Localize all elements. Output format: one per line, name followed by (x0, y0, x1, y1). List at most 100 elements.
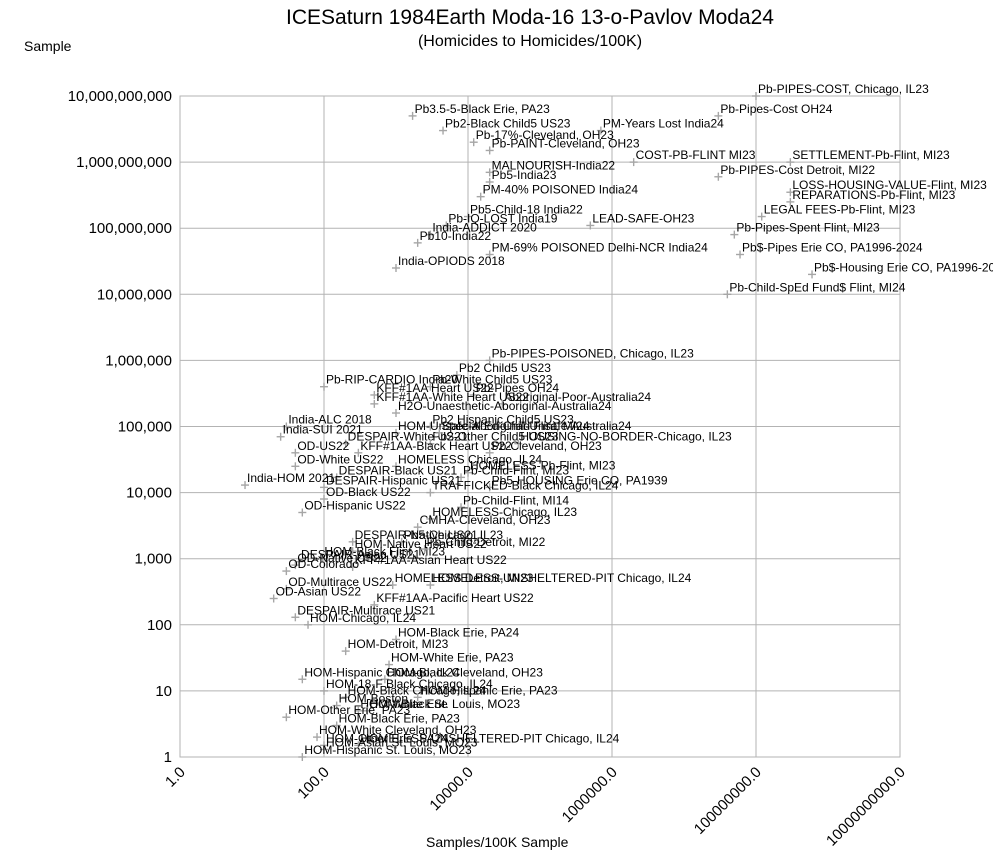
data-point: Pb-Child-Flint, MI23 (457, 463, 569, 482)
data-point: Pb2-Black Child5 US23 (439, 117, 571, 135)
point-label: India-HOM 2021 (247, 471, 335, 485)
data-point: Pb-Pipes-Cost OH24 (714, 102, 833, 120)
data-point: Aboriginal-Poor-Australia24 (498, 390, 651, 408)
data-point: HOMELESS Detroit, MI23 (388, 571, 534, 590)
data-point: OD-Black US22 (320, 485, 411, 504)
data-point: HOMELESS-UNSHELTERED-PIT Chicago, IL24 (426, 571, 692, 590)
y-tick-label: 100,000,000 (89, 220, 172, 237)
point-label: OD-White US22 (297, 452, 383, 466)
data-point: Pb-Child-Flint, MI14 (457, 493, 569, 512)
point-label: HOM-Hispanic St. Louis, MO23 (304, 743, 472, 757)
data-point: HOM-Black Flint, MI23 (318, 545, 445, 563)
point-label: HOM-Hispanic Chicago, IL24 (304, 665, 460, 679)
chart-title: ICESaturn 1984Earth Moda-16 13-o-Pavlov … (286, 6, 774, 29)
data-point: OD-Native US22 (291, 551, 387, 570)
x-tick-label: 10000.0 (426, 764, 476, 814)
data-point: Pb-Cleveland, OH23 (485, 439, 602, 457)
y-tick-label: 10 (155, 683, 172, 700)
point-label: Pb5-India23 (492, 168, 557, 182)
point-label: HOM-Other Erie, PA24 (326, 731, 448, 745)
data-point: India-ALC 2018 (282, 413, 372, 431)
data-point: HOM-Black Erie, PA24 (392, 625, 519, 644)
point-label: Pb-Cleveland, OH23 (492, 439, 602, 453)
chart-subtitle: (Homicides to Homicides/100K) (417, 33, 643, 50)
data-point: HOM-White Erie (354, 697, 448, 715)
point-label: Pb-Child-Flint, MI14 (463, 493, 569, 507)
data-point: HOMELESS-UNSHELTERED-PIT Chicago, IL24 (354, 731, 620, 750)
point-label: India-SUI 2021 (283, 423, 363, 437)
data-point: KFF#1AA-White Heart US22 (370, 390, 529, 408)
point-label: Special Ed-Child Flint, MI24 (441, 419, 589, 433)
data-point: PM-Years Lost India24 (596, 117, 724, 135)
data-point: India-ADDICT 2020 (426, 221, 537, 239)
data-point: TRAFFICKED-Black Chicago, IL24 (426, 479, 619, 497)
point-label: Pb3.5-5-Black Erie, PA23 (415, 102, 551, 116)
data-point: Pb-White Child5 US23 (426, 373, 553, 391)
point-label: HOUSING-NO-BORDER-Chicago, IL23 (520, 430, 732, 444)
data-point: HOM-Other Erie, PA23 (282, 703, 410, 722)
data-point: HOM-Black St. Louis, MO23 (363, 697, 520, 715)
point-label: KFF#1AA-Asian Heart US22 (355, 553, 507, 567)
data-point: COST-PB-FLINT MI23 (629, 148, 756, 167)
point-label: Pb2 Child5 US23 (459, 361, 551, 375)
point-label: OD-Black US22 (326, 485, 411, 499)
data-point: Pb-Child-Detroit, MI22 (420, 535, 546, 554)
x-tick-label: 10000000000.0 (823, 764, 909, 850)
point-label: HOMELESS-Chicago, IL23 (432, 505, 577, 519)
point-label: Pb5-HOUSING Erie CO, PA1939 (492, 473, 668, 487)
y-tick-label: 100,000 (118, 419, 172, 436)
point-label: OD-Colorado (288, 557, 359, 571)
point-label: HOM-Asian St. Louis, MO23 (326, 735, 478, 749)
point-label: HOM-White Cleveland, OH23 (319, 723, 477, 737)
point-label: HOM-Detroit, MI23 (348, 637, 449, 651)
y-axis-label: Sample (24, 38, 72, 54)
data-point: HOM-Black Erie, PA23 (332, 711, 460, 730)
point-label: Pb-PIPES-POISONED, Chicago, IL23 (492, 346, 694, 360)
point-label: Pb-PIPES-COST, Chicago, IL23 (758, 82, 929, 96)
data-point: DESPAIR-Black US21 (332, 463, 457, 482)
x-axis-label: Samples/100K Sample (426, 834, 569, 850)
point-label: PM-Years Lost India24 (603, 117, 724, 131)
point-label: Pb2 Hispanic Child5 US23 (432, 413, 574, 427)
data-point: MALNOURISH-India22 (485, 158, 615, 177)
data-point: DESPAIR-Multirace US21 (291, 603, 435, 622)
point-label: LOSS-HOUSING-VALUE-Flint, MI23 (792, 178, 987, 192)
data-point: Pb-PIPES-COST, Chicago, IL23 (752, 82, 929, 100)
point-label: HOM-White Erie (360, 697, 448, 711)
data-point: KFF#1AA-Black Heart US22 (354, 439, 512, 457)
data-point: DESPAIR-Hispanic US21 (320, 473, 461, 492)
point-label: HOMELESS Detroit, MI23 (395, 571, 534, 585)
point-label: HOM-Black Erie, PA24 (398, 625, 519, 639)
x-tick-label: 100000000.0 (691, 764, 765, 838)
data-point: HOM-Hispanic Chicago, IL24 (298, 665, 460, 684)
data-point: HOM-Hispanic Erie, PA23 (413, 683, 558, 702)
point-label: Pb-PIPES-Cost Detroit, MI22 (720, 163, 875, 177)
data-point: OD-Hispanic US22 (298, 498, 406, 517)
point-label: HOM-Black St. Louis, MO23 (369, 697, 520, 711)
point-label: HOM-Boston (339, 692, 408, 706)
x-tick-label: 1000000.0 (559, 764, 621, 826)
data-point: Pb-Child-SpEd Fund$ Flint, MI24 (723, 280, 906, 299)
data-point: Pb2 Child5 US23 (452, 361, 551, 380)
point-label: H2O-Unaesthetic-Aboriginal-Australia24 (398, 399, 612, 413)
point-label: DESPAIR-Native US21 (355, 528, 478, 542)
point-label: SETTLEMENT-Pb-Flint, MI23 (792, 148, 950, 162)
data-point: HOUSING-NO-BORDER-Chicago, IL23 (514, 430, 732, 448)
data-point: PM-69% POISONED Delhi-NCR India24 (485, 241, 708, 259)
data-point: Pb-17%-Cleveland, OH23 (469, 128, 614, 147)
data-point: HOM-Native Heart US22 (348, 537, 487, 556)
point-label: KFF#1AA-White Heart US22 (376, 390, 529, 404)
data-point: HOM-Chicago, IL24 (304, 611, 416, 629)
point-label: OD-US22 (297, 439, 349, 453)
point-label: HOM-18-F Black Chicago, IL24 (326, 677, 493, 691)
point-label: LEAD-SAFE-OH23 (592, 211, 694, 225)
data-point: H2O-Unaesthetic-Aboriginal-Australia24 (392, 399, 612, 418)
point-label: Pb-Child-Flint, MI23 (463, 463, 569, 477)
y-tick-label: 10,000,000,000 (68, 88, 172, 105)
x-tick-label: 100.0 (294, 764, 333, 803)
data-point: HOM-Black Chicago, IL24 (341, 683, 487, 702)
data-point: Pb-Pipes OH24 (469, 381, 559, 399)
data-point: SETTLEMENT-Pb-Flint, MI23 (786, 148, 950, 167)
data-point: India-HOM 2021 (241, 471, 335, 490)
